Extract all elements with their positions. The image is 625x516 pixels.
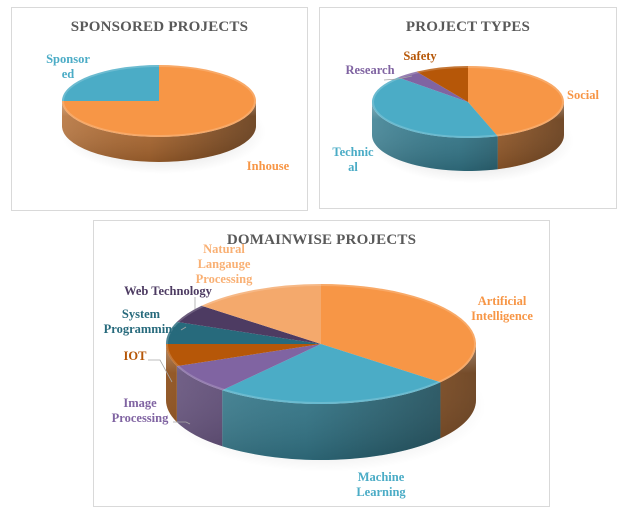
leader-line-research — [383, 75, 413, 81]
label-sponsored: Sponsor ed — [40, 52, 96, 82]
label-text: System Programming — [103, 307, 179, 336]
label-text: Machine Learning — [356, 470, 406, 499]
pie-project-types — [370, 66, 574, 183]
label-web-technology: Web Technology — [115, 284, 221, 299]
pie-slice-social[interactable] — [468, 66, 565, 137]
leader-line-iot — [148, 359, 173, 383]
label-image-processing: Image Processing — [100, 396, 180, 426]
pie-slice-technical[interactable] — [372, 77, 498, 139]
label-text: Safety — [403, 49, 437, 63]
pie-slice-machine-learning[interactable] — [222, 344, 441, 405]
label-text: Web Technology — [124, 284, 212, 298]
label-inhouse: Inhouse — [240, 159, 296, 174]
label-text: Inhouse — [246, 159, 290, 173]
label-safety: Safety — [399, 49, 441, 64]
pie-slice-image-processing[interactable] — [176, 344, 321, 391]
label-text: Image Processing — [111, 396, 169, 425]
chart-title: PROJECT TYPES — [405, 19, 531, 35]
pie-slice-web-technology[interactable] — [176, 305, 321, 344]
label-research: Research — [339, 63, 401, 78]
label-text: Artificial Intelligence — [471, 294, 533, 323]
pie-slice-sponsored[interactable] — [62, 65, 159, 101]
label-text: Sponsor ed — [46, 52, 90, 81]
label-iot: IOT — [120, 349, 150, 364]
pie-slice-iot[interactable] — [166, 344, 321, 367]
label-text: Natural Langauge Processing — [195, 242, 253, 286]
pie-sponsored-projects — [60, 65, 266, 174]
pie-domainwise-projects — [164, 284, 486, 472]
label-technical: Technic al — [326, 145, 380, 175]
label-machine-learning: Machine Learning — [345, 470, 417, 500]
leader-line-image-processing — [173, 421, 191, 425]
label-social: Social — [563, 88, 603, 103]
label-text: Research — [345, 63, 395, 77]
chart-title: SPONSORED PROJECTS — [70, 19, 249, 35]
leader-lines — [148, 75, 413, 425]
label-text: Social — [567, 88, 599, 102]
label-artificial-intelligence: Artificial Intelligence — [460, 294, 544, 324]
label-system-programming: System Programming — [96, 307, 186, 337]
chart-sponsored-projects: SPONSORED PROJECTS — [11, 7, 308, 211]
pie-slice-safety[interactable] — [416, 66, 468, 102]
pie-slice-artificial-intelligence[interactable] — [321, 284, 477, 383]
leader-line-system-programming — [180, 326, 187, 331]
pie-slice-research[interactable] — [398, 71, 468, 102]
pie-slice-natural-langauge-processing[interactable] — [201, 284, 321, 344]
label-text: IOT — [123, 349, 147, 363]
label-natural-language-processing: Natural Langauge Processing — [184, 242, 264, 287]
label-text: Technic al — [332, 145, 374, 174]
pie-slice-system-programming[interactable] — [166, 321, 321, 344]
chart-title: DOMAINWISE PROJECTS — [226, 232, 417, 248]
